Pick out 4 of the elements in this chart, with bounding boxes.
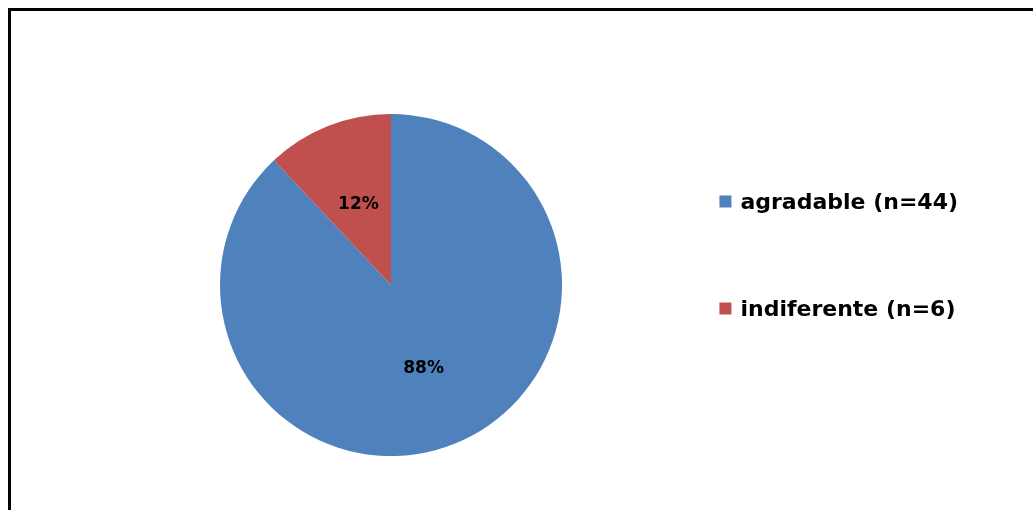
legend-label: agradable (n=44) [740, 189, 959, 214]
data-label: 12% [338, 192, 379, 213]
data-label: 88% [403, 357, 444, 378]
legend-label: indiferente (n=6) [740, 296, 956, 321]
